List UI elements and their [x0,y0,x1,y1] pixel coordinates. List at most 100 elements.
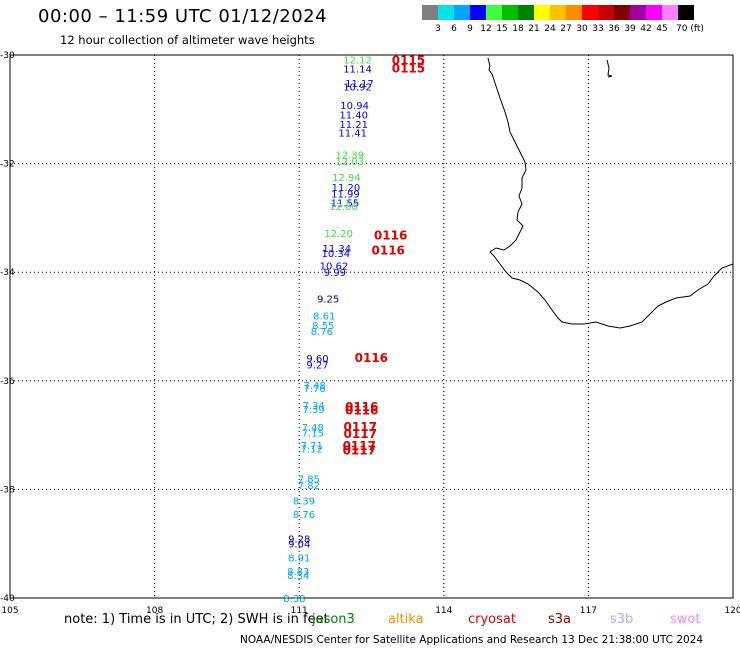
wave-height-value: 7.71 [301,441,323,452]
scale-label: 24 [544,24,556,34]
wave-height-value: 12.03 [335,157,364,168]
scale-swatch [598,5,614,20]
pass-time-label: 0117 [344,420,377,434]
lon-tick-label: 114 [435,606,452,616]
wave-height-value: 9.25 [317,294,339,305]
scale-label: 27 [560,24,572,34]
scale-label: 6 [451,24,457,34]
wave-height-value: 11.34 [322,244,351,255]
wave-height-value: 12.00 [329,202,358,213]
wave-height-value: 11.14 [343,65,372,76]
scale-swatch [550,5,566,20]
lat-tick-label: -32 [0,160,15,170]
wave-height-value: 8.34 [287,571,309,582]
australia-coastline [487,57,734,329]
scale-label: 9 [467,24,473,34]
footer-note: note: 1) Time is in UTC; 2) SWH is in fe… [64,612,329,627]
satellite-cryosat: cryosat [468,612,516,627]
satellite-swot: swot [670,612,701,627]
scale-label: 21 [528,24,540,34]
pass-time-label: 0116 [345,404,378,418]
pass-time-label: 0116 [374,228,407,242]
scale-label: 33 [592,24,604,34]
scale-swatch [614,5,630,20]
wave-height-value: 9.28 [288,534,310,545]
lon-tick-label: 105 [1,606,18,616]
pass-time-label: 0116 [345,400,378,414]
scale-swatch [662,5,678,20]
scale-swatch [678,5,694,20]
wave-height-value: 9.99 [324,268,346,279]
scale-label: 42 [640,24,652,34]
pass-time-label: 0116 [355,351,388,365]
scale-swatch [534,5,550,20]
wave-height-value: 10.34 [322,249,351,260]
pass-time-label: 0116 [372,243,405,257]
scale-swatch [454,5,470,20]
wave-height-value: 8.83 [287,567,309,578]
satellite-altika: altika [388,612,424,627]
scale-label: 70 (ft) [676,24,704,34]
wave-height-value: 8.76 [293,510,315,521]
lon-tick-label: 108 [146,606,163,616]
scale-swatch [502,5,518,20]
wave-height-value: 12.12 [343,55,372,66]
wave-height-value: 11.41 [338,129,367,140]
graticule: 105 108 111 114 117 120 -30 -32 -34 -36 -38 -40 [0,51,740,616]
lon-tick-label: 117 [580,606,597,616]
satellite-s3a: s3a [548,612,572,627]
wave-height-value: 7.12 [301,445,323,456]
map-frame [9,54,734,599]
wave-height-value: 10.92 [343,82,372,93]
satellite-pass-labels: 0115011501160116011601160116011701170117… [343,53,426,457]
wave-height-value: 9.04 [288,540,310,551]
wave-height-value: 7.48 [302,423,324,434]
wave-height-value: 11.99 [331,189,360,200]
scale-label: 12 [480,24,492,34]
scale-swatch [582,5,598,20]
scale-swatch [518,5,534,20]
rottnest-island [606,59,613,78]
scale-swatch [486,5,502,20]
wave-height-value: 8.39 [293,496,315,507]
wave-height-value: 7.76 [303,384,325,395]
scale-swatch [422,5,438,20]
wave-height-value: 11.17 [345,79,374,90]
lat-tick-label: -40 [0,594,15,604]
lat-tick-label: -30 [0,51,15,61]
wave-height-value: 10.62 [320,262,349,273]
scale-swatch [646,5,662,20]
credit-line: NOAA/NESDIS Center for Satellite Applica… [240,634,704,646]
chart-subtitle: 12 hour collection of altimeter wave hei… [60,33,315,47]
wave-height-value: 8.61 [313,312,335,323]
lat-tick-label: -34 [0,268,15,278]
scale-swatch [470,5,486,20]
wave-height-value: 10.94 [340,101,369,112]
scale-label: 15 [496,24,508,34]
lon-tick-label: 111 [291,606,308,616]
scale-label: 30 [576,24,588,34]
wave-height-value: 7.34 [303,401,325,412]
chart-title: 00:00 – 11:59 UTC 01/12/2024 [38,6,328,27]
lat-tick-label: -38 [0,485,15,495]
pass-time-label: 0115 [392,53,425,67]
lat-tick-label: -36 [0,377,15,387]
wave-height-value: 11.55 [331,199,360,210]
wave-height-value: 12.20 [324,229,353,240]
wave-height-value: 11.40 [339,111,368,122]
wave-height-value: 7.15 [302,428,324,439]
pass-time-label: 0115 [392,62,425,76]
wave-height-value: 7.48 [303,381,325,392]
wave-height-value: 7.39 [303,405,325,416]
scale-swatch [630,5,646,20]
lon-tick-label: 120 [724,606,740,616]
wave-height-value: 9.27 [306,361,328,372]
scale-label: 3 [435,24,441,34]
pass-time-label: 0117 [343,439,376,453]
satellite-jason3: jason3 [312,612,355,627]
scale-label: 18 [512,24,524,34]
wave-height-value: 9.60 [306,354,328,365]
scale-swatch [438,5,454,20]
wave-height-value: 8.91 [288,553,310,564]
